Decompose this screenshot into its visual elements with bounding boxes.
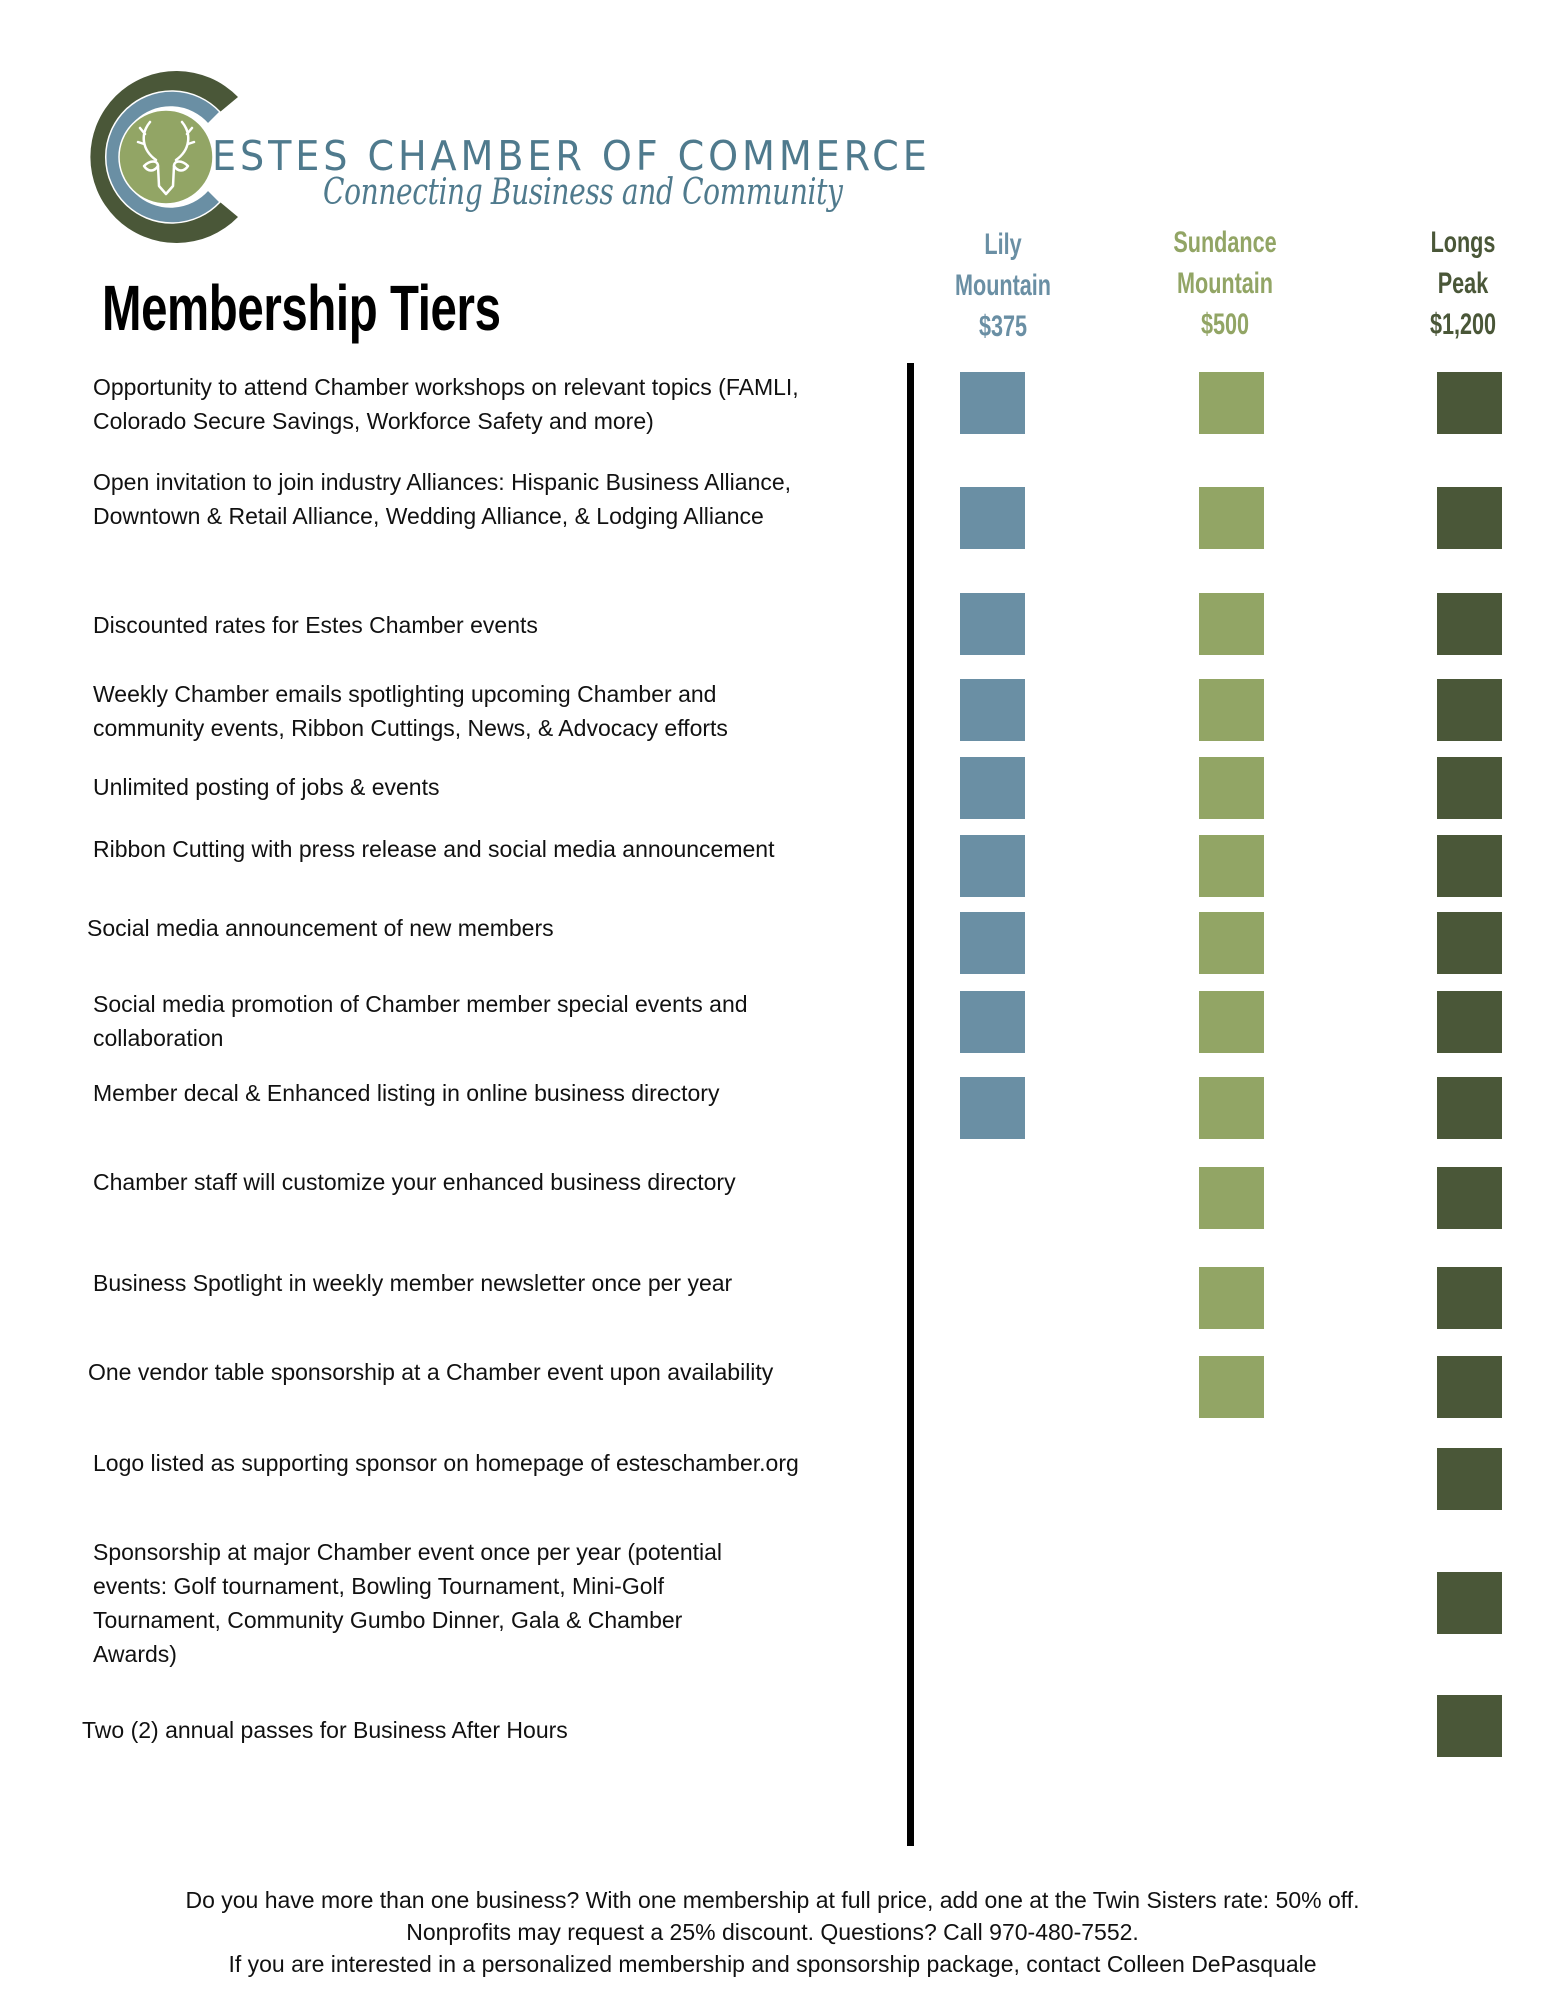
sundance-included-square-icon (1199, 1267, 1264, 1329)
feature-text: community events, Ribbon Cuttings, News,… (93, 715, 728, 741)
lily-included-square-icon (960, 593, 1025, 655)
feature-text: Unlimited posting of jobs & events (93, 774, 440, 800)
tier-name-line1: Sundance (1173, 226, 1277, 259)
sundance-included-square-icon (1199, 912, 1264, 974)
feature-row: Discounted rates for Estes Chamber event… (93, 608, 913, 642)
longs-included-square-icon (1437, 1448, 1502, 1510)
feature-text: collaboration (93, 1025, 224, 1051)
org-tagline: Connecting Business and Community (323, 172, 843, 213)
feature-row: Chamber staff will customize your enhanc… (93, 1165, 913, 1199)
lily-included-square-icon (960, 757, 1025, 819)
feature-text: Discounted rates for Estes Chamber event… (93, 612, 538, 638)
tier-name-line1: Lily (984, 228, 1022, 261)
feature-row: Social media announcement of new members (87, 911, 907, 945)
feature-row: Member decal & Enhanced listing in onlin… (93, 1076, 913, 1110)
tier-header-lily: Lily Mountain $375 (903, 224, 1103, 347)
column-divider (907, 363, 914, 1846)
footer-line: Nonprofits may request a 25% discount. Q… (406, 1919, 1139, 1945)
org-name: ESTES CHAMBER OF COMMERCE (212, 132, 931, 180)
feature-text: Colorado Secure Savings, Workforce Safet… (93, 408, 654, 434)
feature-text: Sponsorship at major Chamber event once … (93, 1539, 723, 1565)
feature-text: Ribbon Cutting with press release and so… (93, 836, 775, 862)
sundance-included-square-icon (1199, 1356, 1264, 1418)
feature-row: Ribbon Cutting with press release and so… (93, 832, 913, 866)
feature-text: One vendor table sponsorship at a Chambe… (88, 1359, 774, 1385)
lily-included-square-icon (960, 835, 1025, 897)
lily-included-square-icon (960, 1077, 1025, 1139)
feature-row: Unlimited posting of jobs & events (93, 770, 913, 804)
sundance-included-square-icon (1199, 372, 1264, 434)
feature-row: Open invitation to join industry Allianc… (93, 465, 913, 533)
sundance-included-square-icon (1199, 1077, 1264, 1139)
lily-included-square-icon (960, 991, 1025, 1053)
tier-price: $500 (1200, 308, 1250, 341)
longs-included-square-icon (1437, 372, 1502, 434)
feature-row: Social media promotion of Chamber member… (93, 987, 913, 1055)
lily-included-square-icon (960, 912, 1025, 974)
longs-included-square-icon (1437, 1267, 1502, 1329)
longs-included-square-icon (1437, 1356, 1502, 1418)
longs-included-square-icon (1437, 1695, 1502, 1757)
feature-text: Social media announcement of new members (87, 915, 554, 941)
feature-text: Opportunity to attend Chamber workshops … (93, 374, 799, 400)
sundance-included-square-icon (1199, 757, 1264, 819)
footer-note: Do you have more than one business? With… (0, 1884, 1545, 1980)
feature-row: Business Spotlight in weekly member news… (93, 1266, 913, 1300)
feature-text: Logo listed as supporting sponsor on hom… (93, 1450, 799, 1476)
footer-line: If you are interested in a personalized … (228, 1951, 1317, 1977)
feature-text: Weekly Chamber emails spotlighting upcom… (93, 681, 717, 707)
chamber-logo-icon (90, 71, 238, 243)
longs-included-square-icon (1437, 1077, 1502, 1139)
feature-text: Awards) (93, 1641, 177, 1667)
longs-included-square-icon (1437, 1167, 1502, 1229)
longs-included-square-icon (1437, 912, 1502, 974)
feature-text: Tournament, Community Gumbo Dinner, Gala… (93, 1607, 683, 1633)
tier-name-line2: Peak (1437, 267, 1489, 300)
sundance-included-square-icon (1199, 1167, 1264, 1229)
feature-row: Sponsorship at major Chamber event once … (93, 1535, 913, 1671)
lily-included-square-icon (960, 487, 1025, 549)
feature-text: Open invitation to join industry Allianc… (93, 469, 792, 495)
lily-included-square-icon (960, 372, 1025, 434)
feature-row: Logo listed as supporting sponsor on hom… (93, 1446, 913, 1480)
feature-row: Opportunity to attend Chamber workshops … (93, 370, 913, 438)
feature-text: Two (2) annual passes for Business After… (82, 1717, 568, 1743)
tier-name-line2: Mountain (1177, 267, 1273, 300)
feature-text: Downtown & Retail Alliance, Wedding Alli… (93, 503, 764, 529)
feature-text: Chamber staff will customize your enhanc… (93, 1169, 736, 1195)
tier-name-line1: Longs (1430, 226, 1496, 259)
feature-row: One vendor table sponsorship at a Chambe… (88, 1355, 908, 1389)
lily-included-square-icon (960, 679, 1025, 741)
feature-text: Business Spotlight in weekly member news… (93, 1270, 733, 1296)
tier-price: $1,200 (1429, 308, 1497, 341)
sundance-included-square-icon (1199, 487, 1264, 549)
sundance-included-square-icon (1199, 835, 1264, 897)
feature-row: Weekly Chamber emails spotlighting upcom… (93, 677, 913, 745)
longs-included-square-icon (1437, 991, 1502, 1053)
longs-included-square-icon (1437, 487, 1502, 549)
longs-included-square-icon (1437, 1572, 1502, 1634)
longs-included-square-icon (1437, 679, 1502, 741)
longs-included-square-icon (1437, 757, 1502, 819)
feature-row: Two (2) annual passes for Business After… (82, 1713, 902, 1747)
longs-included-square-icon (1437, 835, 1502, 897)
longs-included-square-icon (1437, 593, 1502, 655)
feature-text: events: Golf tournament, Bowling Tournam… (93, 1573, 665, 1599)
feature-text: Member decal & Enhanced listing in onlin… (93, 1080, 720, 1106)
tier-price: $375 (978, 310, 1028, 343)
tier-name-line2: Mountain (955, 269, 1051, 302)
feature-text: Social media promotion of Chamber member… (93, 991, 748, 1017)
sundance-included-square-icon (1199, 593, 1264, 655)
footer-line: Do you have more than one business? With… (185, 1887, 1360, 1913)
tier-header-longs: Longs Peak $1,200 (1363, 222, 1545, 345)
sundance-included-square-icon (1199, 679, 1264, 741)
page-title: Membership Tiers (102, 272, 501, 344)
sundance-included-square-icon (1199, 991, 1264, 1053)
tier-header-sundance: Sundance Mountain $500 (1125, 222, 1325, 345)
